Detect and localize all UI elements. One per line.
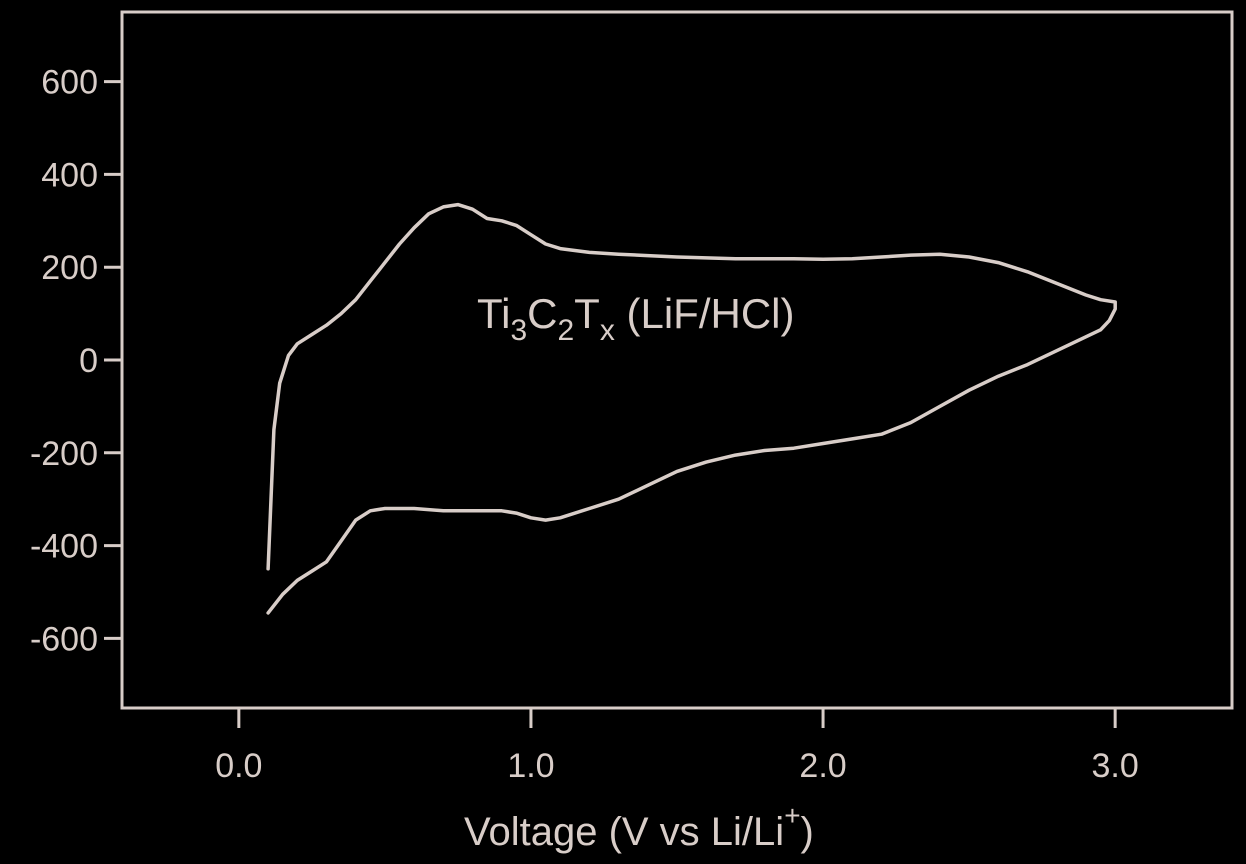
y-tick-label: -200 (30, 435, 98, 473)
y-tick-label: 200 (41, 249, 98, 287)
x-axis-title-main: Voltage (V vs Li/Li (464, 810, 784, 854)
x-axis-title-sup: + (784, 800, 800, 831)
y-tick-label: -600 (30, 620, 98, 658)
y-tick-label: 0 (79, 342, 98, 380)
annotation-sub-2: 2 (557, 314, 574, 347)
y-axis: 600 400 200 0 -200 -400 -600 (30, 64, 122, 658)
annotation-base-2: C (527, 290, 557, 337)
x-axis-title-close: ) (801, 810, 814, 854)
x-tick-label: 1.0 (507, 747, 554, 785)
annotation-base-1: Ti (477, 290, 510, 337)
annotation-sub-3: x (600, 314, 615, 347)
y-tick-label: -400 (30, 528, 98, 566)
y-tick-label: 400 (41, 156, 98, 194)
annotation-base-3: T (574, 290, 600, 337)
annotation-rest: (LiF/HCl) (615, 290, 795, 337)
x-axis: 0.0 1.0 2.0 3.0 (215, 708, 1139, 785)
annotation-sub-1: 3 (510, 314, 527, 347)
x-axis-title: Voltage (V vs Li/Li+) (464, 800, 814, 854)
x-tick-label: 0.0 (215, 747, 262, 785)
series-line-0 (266, 202, 1117, 615)
y-tick-label: 600 (41, 64, 98, 102)
series-layer (266, 202, 1117, 615)
x-tick-label: 2.0 (799, 747, 846, 785)
x-tick-label: 3.0 (1092, 747, 1139, 785)
curve-annotation: Ti3C2Tx (LiF/HCl) (477, 290, 794, 347)
